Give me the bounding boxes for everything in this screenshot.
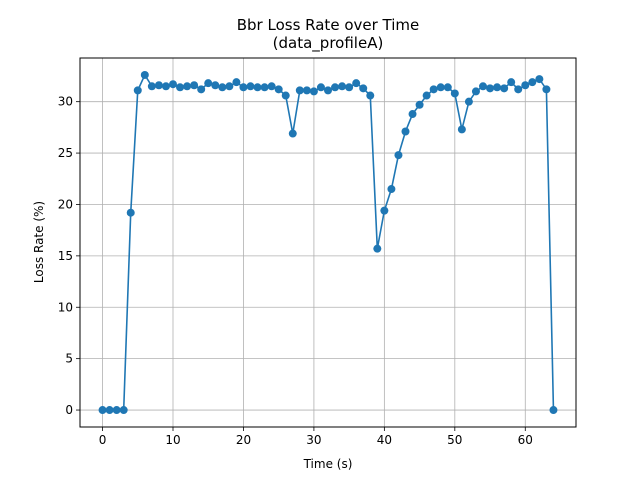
data-point	[133, 86, 142, 95]
data-point	[507, 78, 516, 87]
data-point	[126, 208, 135, 217]
y-axis-label: Loss Rate (%)	[32, 201, 46, 283]
x-tick-label: 40	[377, 433, 392, 447]
x-tick-label: 60	[518, 433, 533, 447]
data-point	[542, 85, 551, 94]
data-point	[359, 84, 368, 93]
data-point	[105, 406, 114, 415]
data-point	[232, 78, 241, 87]
data-point	[260, 83, 269, 92]
axis-ticks: 0 10 20 30 40 50 60 0 5 10 15 20 25 30	[58, 95, 533, 447]
data-point	[486, 84, 495, 93]
data-point	[183, 82, 192, 91]
data-point	[253, 83, 262, 92]
data-point	[345, 83, 354, 92]
data-point	[288, 129, 297, 138]
data-point	[161, 82, 170, 91]
data-point	[535, 75, 544, 84]
data-point	[302, 86, 311, 95]
data-point	[408, 110, 417, 119]
data-point	[415, 100, 424, 109]
x-tick-label: 50	[447, 433, 462, 447]
x-axis-label: Time (s)	[303, 457, 353, 471]
data-point	[500, 84, 509, 93]
data-point	[429, 85, 438, 94]
data-point	[119, 406, 128, 415]
x-tick-label: 20	[236, 433, 251, 447]
plot-frame	[79, 57, 577, 428]
data-point	[267, 82, 276, 91]
data-point	[457, 125, 466, 134]
data-point	[366, 91, 375, 100]
data-point	[464, 97, 473, 106]
data-point	[380, 206, 389, 215]
y-tick-label: 5	[65, 352, 73, 366]
data-point	[309, 87, 318, 96]
data-point	[204, 79, 213, 88]
y-tick-label: 20	[58, 197, 73, 211]
data-point	[373, 244, 382, 253]
data-point	[197, 85, 206, 94]
y-tick-label: 10	[58, 300, 73, 314]
data-point	[528, 78, 537, 87]
data-point	[154, 81, 163, 90]
data-point	[549, 406, 558, 415]
data-point	[239, 83, 248, 92]
data-point	[436, 83, 445, 92]
data-point	[176, 83, 185, 92]
data-point	[331, 83, 340, 92]
data-point	[112, 406, 121, 415]
data-point	[169, 80, 177, 89]
data-point	[387, 185, 396, 194]
data-point	[443, 83, 452, 92]
y-tick-label: 30	[58, 95, 73, 109]
data-point	[394, 151, 403, 160]
data-point	[324, 86, 332, 95]
data-point	[422, 91, 431, 100]
data-point	[514, 85, 523, 94]
data-point	[493, 83, 502, 92]
series	[98, 70, 558, 415]
data-point	[479, 82, 487, 91]
data-point	[190, 81, 199, 90]
x-tick-label: 30	[306, 433, 321, 447]
data-point	[218, 83, 227, 92]
data-point	[316, 83, 325, 92]
data-point	[211, 81, 220, 90]
data-point	[295, 86, 304, 95]
data-point	[140, 70, 149, 79]
data-point	[450, 89, 459, 98]
y-tick-label: 0	[65, 403, 73, 417]
x-tick-label: 10	[165, 433, 180, 447]
data-point	[521, 81, 530, 90]
data-point	[338, 82, 347, 91]
chart-title: Bbr Loss Rate over Time	[237, 16, 420, 34]
data-point	[352, 79, 361, 88]
y-tick-label: 25	[58, 146, 73, 160]
data-point	[98, 406, 107, 415]
data-point	[281, 91, 290, 100]
y-tick-label: 15	[58, 249, 73, 263]
grid	[80, 58, 576, 427]
data-point	[471, 87, 480, 96]
data-point	[401, 127, 410, 136]
data-point	[147, 82, 156, 91]
chart-subtitle: (data_profileA)	[273, 34, 384, 53]
data-point	[246, 82, 255, 91]
x-tick-label: 0	[99, 433, 107, 447]
data-point	[225, 82, 234, 91]
data-point	[274, 85, 283, 94]
